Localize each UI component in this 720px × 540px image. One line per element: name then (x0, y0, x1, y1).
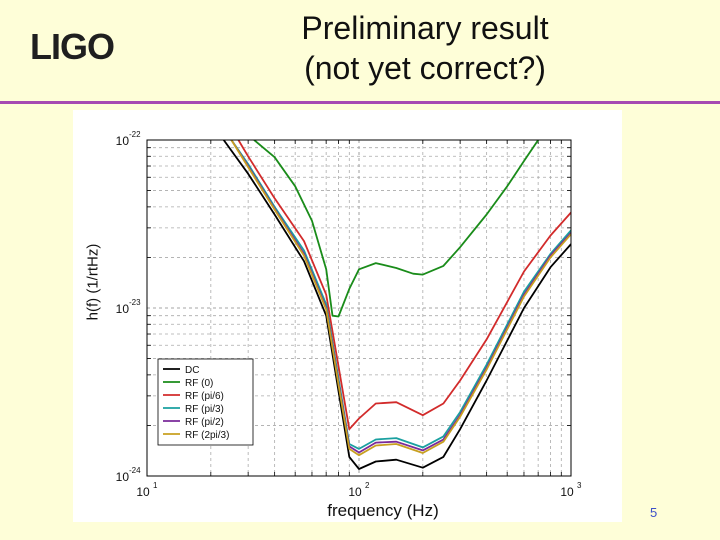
page-number: 5 (650, 505, 658, 520)
x-tick-exponent: 2 (365, 481, 370, 490)
slide-title: Preliminary result (not yet correct?) (230, 8, 620, 88)
series-line-5 (230, 140, 571, 457)
legend-box (157, 358, 254, 446)
series-line-1 (253, 140, 539, 318)
legend-label-2: RF (pi/6) (185, 391, 224, 402)
x-tick-label: 10 (560, 485, 574, 499)
y-tick-exponent: -24 (129, 466, 141, 475)
title-line-1: Preliminary result (301, 10, 549, 46)
title-line-2: (not yet correct?) (304, 50, 546, 86)
x-tick-exponent: 1 (153, 481, 158, 490)
y-tick-label: 10 (116, 302, 130, 316)
x-tick-label: 10 (348, 485, 362, 499)
title-divider (0, 101, 720, 104)
ligo-logo: LIGO (30, 26, 115, 67)
legend-label-4: RF (pi/2) (185, 417, 224, 428)
x-tick-exponent: 3 (577, 481, 582, 490)
series-line-0 (222, 140, 571, 470)
series-line-3 (230, 140, 571, 450)
plot-frame (146, 139, 572, 477)
x-tick-label: 10 (136, 485, 150, 499)
legend-label-5: RF (2pi/3) (185, 430, 229, 441)
x-axis-label: frequency (Hz) (327, 501, 439, 520)
legend-label-0: DC (185, 365, 199, 376)
y-axis-label: h(f) (1/rtHz) (84, 243, 102, 321)
series-line-2 (237, 140, 571, 431)
legend-label-3: RF (pi/3) (185, 404, 224, 415)
y-tick-exponent: -22 (129, 130, 141, 139)
legend-label-1: RF (0) (185, 378, 213, 389)
y-tick-exponent: -23 (129, 298, 141, 307)
series-line-4 (230, 140, 571, 454)
y-tick-label: 10 (116, 470, 130, 484)
y-tick-label: 10 (116, 134, 130, 148)
